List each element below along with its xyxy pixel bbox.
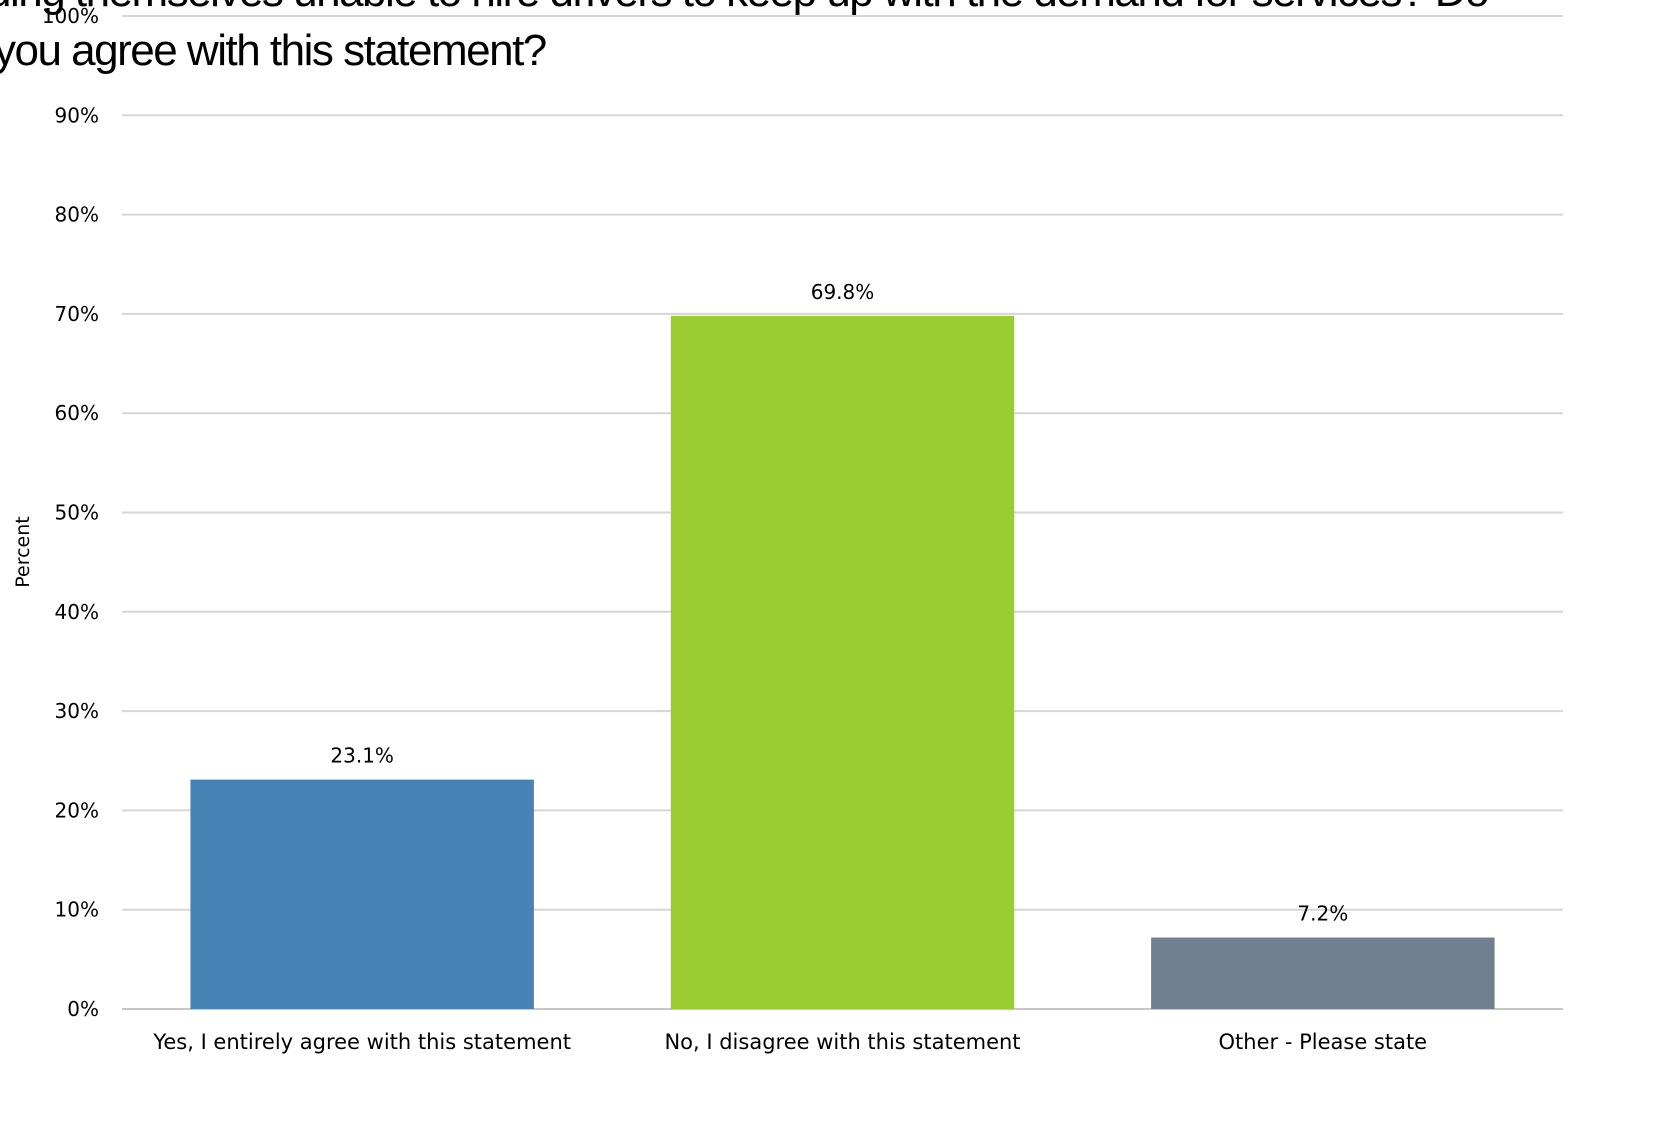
y-tick-label: 70% (55, 302, 99, 326)
x-category-label: Other - Please state (1219, 1030, 1428, 1054)
y-axis-ticks: 0% 10% 20% 30% 40% 50% 60% 70% 80% 90% 100% (42, 4, 99, 1021)
y-tick-label: 0% (67, 997, 99, 1021)
y-tick-label: 60% (55, 401, 99, 425)
y-tick-label: 90% (55, 103, 99, 127)
y-axis-label: Percent (12, 516, 34, 588)
x-axis-categories: Yes, I entirely agree with this statemen… (152, 1030, 1427, 1054)
y-tick-label: 80% (55, 203, 99, 227)
data-label: 69.8% (811, 280, 875, 304)
chart-title-line-2: you agree with this statement? (0, 26, 546, 75)
data-labels: 23.1% 69.8% 7.2% (330, 280, 1348, 926)
data-label: 23.1% (330, 744, 394, 768)
y-tick-label: 20% (55, 798, 99, 822)
x-category-label: No, I disagree with this statement (664, 1030, 1020, 1054)
y-tick-label: 40% (55, 600, 99, 624)
y-tick-label: 50% (55, 501, 99, 525)
data-label: 7.2% (1297, 902, 1348, 926)
bar (1151, 937, 1495, 1009)
y-tick-label: 100% (42, 4, 99, 28)
y-tick-label: 30% (55, 699, 99, 723)
x-category-label: Yes, I entirely agree with this statemen… (152, 1030, 571, 1054)
chart-title-line-1: finding themselves unable to hire driver… (0, 0, 1488, 16)
bar (190, 779, 534, 1009)
bars (190, 315, 1495, 1009)
y-tick-label: 10% (55, 898, 99, 922)
bar (670, 315, 1015, 1009)
